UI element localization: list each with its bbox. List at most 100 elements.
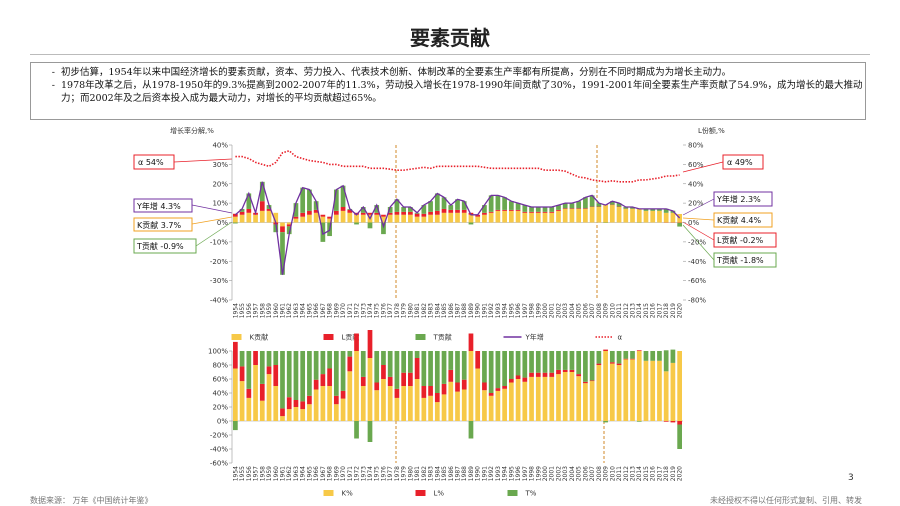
bar-segment: [569, 351, 575, 370]
x-tick-label: 2014: [636, 466, 643, 481]
bar-segment: [394, 388, 400, 398]
bar-segment: [448, 209, 454, 213]
x-tick-label: 1992: [488, 466, 495, 481]
connector: [191, 204, 233, 214]
x-tick-label: 1973: [360, 303, 367, 318]
bar-segment: [307, 395, 312, 405]
y2-tick-label: 0%: [688, 219, 699, 227]
bar-segment: [394, 351, 400, 389]
bar-segment: [421, 386, 427, 398]
bar-segment: [401, 372, 407, 386]
bar-segment: [522, 381, 528, 421]
bar-segment: [273, 365, 279, 386]
bar-segment: [596, 351, 602, 364]
annotation-box: [133, 198, 193, 213]
x-tick-label: 1964: [300, 303, 307, 318]
x-tick-label: 1983: [428, 303, 435, 318]
x-tick-label: 2008: [596, 303, 603, 318]
bar-segment: [515, 210, 521, 223]
x-tick-label: 1987: [455, 303, 462, 318]
x-tick-label: 2019: [670, 303, 677, 318]
x-tick-label: 2011: [616, 303, 623, 318]
bar-segment: [623, 358, 629, 360]
bar-segment: [468, 222, 474, 225]
x-tick-label: 1984: [434, 466, 441, 481]
connector: [191, 216, 233, 225]
bar-segment: [300, 409, 306, 421]
bar-segment: [657, 208, 662, 211]
bar-segment: [340, 398, 346, 421]
y-tick-label: 0%: [217, 219, 228, 227]
bar-segment: [286, 226, 292, 235]
bar-segment: [280, 416, 285, 421]
x-tick-label: 2013: [630, 303, 637, 318]
x-tick-label: 1959: [266, 303, 273, 318]
bar-segment: [515, 203, 521, 210]
x-tick-label: 1957: [253, 303, 260, 318]
bar-segment: [280, 222, 285, 227]
x-tick-label: 2013: [630, 466, 637, 481]
y2-tick-label: 40%: [688, 180, 704, 188]
bar-segment: [333, 210, 339, 215]
bar-segment: [529, 376, 534, 421]
bar-segment: [583, 208, 588, 209]
bar-segment: [603, 205, 608, 223]
bar-segment: [340, 390, 346, 399]
bar-segment: [623, 351, 629, 359]
x-tick-label: 2020: [677, 303, 684, 318]
x-tick-label: 1975: [374, 303, 381, 318]
x-tick-label: 2005: [576, 303, 583, 318]
bar-segment: [488, 351, 494, 393]
legend-label: α: [618, 334, 623, 342]
x-tick-label: 2002: [555, 466, 562, 481]
x-tick-label: 1954: [232, 466, 239, 481]
bar-segment: [367, 330, 373, 358]
bar-segment: [280, 408, 285, 417]
bar-segment: [495, 351, 501, 389]
x-tick-label: 1994: [502, 303, 509, 318]
x-tick-label: 1976: [380, 303, 387, 318]
x-tick-label: 1981: [414, 466, 421, 481]
bar-segment: [596, 365, 602, 421]
bar-segment: [455, 212, 460, 223]
bar-segment: [482, 382, 487, 391]
x-tick-label: 1972: [354, 303, 361, 318]
bar-segment: [414, 213, 420, 217]
bar-segment: [549, 211, 555, 213]
y-tick-label: 10%: [212, 200, 228, 208]
bar-segment: [307, 404, 312, 421]
bar-segment: [347, 351, 353, 357]
bar-segment: [556, 209, 561, 211]
bar-segment: [286, 397, 292, 410]
bar-segment: [387, 376, 393, 386]
legend-swatch: [323, 334, 334, 340]
bar-segment: [529, 351, 534, 373]
bar-segment: [313, 201, 319, 210]
bar-segment: [502, 209, 507, 211]
bar-segment: [495, 388, 501, 391]
bar-segment: [643, 351, 649, 361]
x-tick-label: 2006: [582, 303, 589, 318]
connector: [682, 217, 715, 221]
bar-segment: [663, 208, 669, 213]
bar-segment: [421, 351, 427, 386]
bar-segment: [293, 407, 299, 421]
x-tick-label: 1963: [293, 466, 300, 481]
page-number: 3: [848, 473, 854, 483]
x-tick-label: 2010: [609, 303, 616, 318]
legend-swatch: [415, 490, 426, 496]
legend-swatch: [507, 490, 518, 496]
bar-segment: [441, 197, 447, 209]
bar-segment: [293, 203, 299, 217]
bar-segment: [576, 376, 582, 421]
bar-segment: [320, 214, 326, 217]
bar-segment: [354, 351, 359, 421]
y2-tick-label: 20%: [688, 200, 704, 208]
title-rule: [30, 54, 870, 55]
bar-segment: [670, 349, 676, 363]
bar-segment: [556, 374, 561, 421]
bar-segment: [495, 209, 501, 211]
x-tick-label: 2018: [663, 303, 670, 318]
bar-segment: [354, 421, 359, 439]
bar-segment: [589, 351, 595, 381]
